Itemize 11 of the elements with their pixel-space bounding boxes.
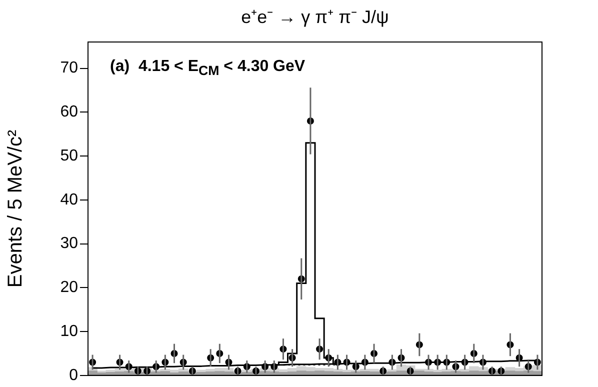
y-tick-label: 20: [60, 279, 78, 296]
y-tick-label: 50: [60, 147, 78, 164]
annotation: (a) 4.15 < E$_{CM}$ < 4.30 GeV: [110, 58, 306, 78]
y-tick-label: 70: [60, 60, 78, 77]
y-axis-title: Events / 5 MeV/c²: [4, 129, 27, 288]
y-tick-label: 0: [69, 366, 78, 384]
y-tick-label: 60: [60, 104, 78, 121]
chart-title: e⁺e⁻ → γ π⁺ π⁻ J/ψ: [240, 6, 390, 28]
y-tick-label: 40: [60, 191, 78, 208]
y-tick-label: 10: [60, 322, 78, 340]
y-tick-label: 30: [60, 235, 78, 252]
